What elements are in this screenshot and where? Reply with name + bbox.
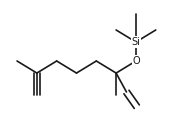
Text: O: O (132, 56, 140, 66)
Text: Si: Si (132, 37, 140, 47)
